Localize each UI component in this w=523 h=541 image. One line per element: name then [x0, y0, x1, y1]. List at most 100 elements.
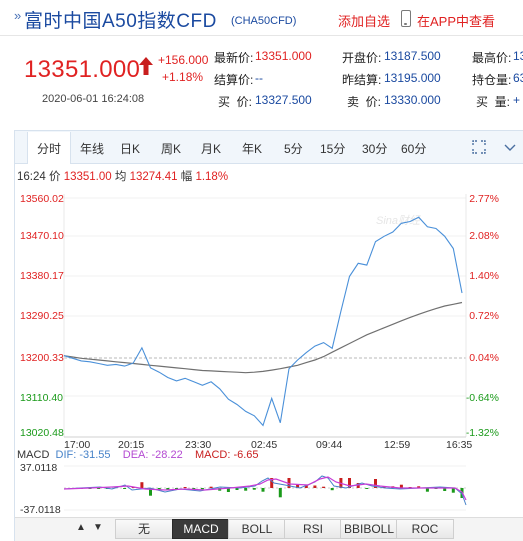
field-value-high: 13 [513, 49, 523, 63]
indicator-none-button[interactable]: 无 [115, 519, 173, 539]
price-change-percent: +1.18% [162, 70, 204, 84]
macd-bar [304, 485, 308, 488]
y-tick-left: 13560.02 [20, 193, 64, 205]
indicator-bbiboll-button[interactable]: BBIBOLL [340, 519, 398, 539]
macd-bar [235, 488, 239, 490]
field-value-prev-settle: 13195.000 [384, 71, 441, 85]
y-tick-left: 13110.40 [20, 392, 64, 404]
macd-bar [149, 488, 152, 496]
info-time: 16:24 [17, 171, 46, 183]
y-tick-left: 13380.17 [20, 270, 64, 282]
macd-bar [200, 488, 204, 490]
field-value-settle: -- [255, 71, 263, 85]
current-price: 13351.000 [24, 56, 141, 83]
field-label-open: 开盘价: [342, 51, 382, 65]
indicator-boll-button[interactable]: BOLL [228, 519, 286, 539]
y-tick-right: -0.64% [465, 392, 499, 404]
y-tick-right: 2.77% [469, 193, 499, 205]
field-label-settle: 结算价: [214, 73, 254, 87]
macd-bar [278, 488, 282, 498]
macd-value: MACD: -6.65 [194, 449, 259, 461]
scroll-up-icon[interactable]: ▲ [76, 522, 86, 533]
macd-bar [209, 486, 213, 488]
period-tab-bar [15, 131, 523, 164]
macd-dif-value: DIF: -31.55 [55, 449, 111, 461]
field-label-open-interest: 持仓量: [472, 73, 512, 87]
macd-bar [443, 488, 447, 491]
y-tick-left: 13020.48 [20, 427, 64, 439]
macd-bar [192, 488, 196, 490]
macd-bar [140, 482, 144, 488]
macd-bar [175, 488, 178, 490]
x-tick: 09:44 [316, 439, 343, 451]
field-value-open-interest: 63 [513, 71, 523, 85]
macd-bar [270, 478, 274, 488]
info-avg: 13274.41 [129, 171, 178, 183]
info-avg-label: 均 [114, 171, 127, 183]
collapse-icon[interactable] [504, 141, 516, 153]
info-price-label: 价 [48, 171, 61, 183]
x-tick: 12:59 [384, 439, 411, 451]
fullscreen-icon[interactable] [472, 140, 486, 154]
macd-bar [252, 488, 256, 490]
info-price: 13351.00 [63, 171, 112, 183]
tab-weekly-k[interactable]: 周K [161, 142, 182, 156]
y-tick-right: 0.04% [469, 352, 499, 364]
field-label-high: 最高价: [472, 51, 512, 65]
tab-5min[interactable]: 5分 [284, 142, 303, 156]
macd-bar [348, 478, 351, 488]
macd-bar [123, 488, 127, 489]
field-value-bid-volume: + [513, 93, 521, 107]
macd-bar [261, 488, 265, 492]
add-watchlist-button[interactable]: 添加自选 [338, 14, 391, 29]
macd-min-tick: -37.0118 [20, 504, 61, 516]
indicator-macd-button[interactable]: MACD [172, 519, 230, 539]
macd-bar [365, 488, 369, 489]
y-tick-right: 2.08% [469, 230, 499, 242]
tab-60min[interactable]: 60分 [401, 142, 427, 156]
macd-bar [417, 486, 421, 488]
phone-icon [401, 10, 411, 27]
macd-bar [425, 488, 429, 492]
field-label-bid: 买 价: [218, 95, 253, 109]
field-value-ask: 13330.000 [384, 93, 441, 107]
info-pct-label: 幅 [180, 171, 193, 183]
tab-yearly-k[interactable]: 年K [242, 142, 263, 156]
info-pct: 1.18% [195, 171, 229, 183]
field-value-open: 13187.500 [384, 49, 441, 63]
field-value-latest: 13351.000 [255, 49, 312, 63]
macd-dea-value: DEA: -28.22 [122, 449, 183, 461]
macd-bar [157, 488, 161, 490]
macd-bar [296, 484, 300, 488]
tab-30min[interactable]: 30分 [362, 142, 388, 156]
open-in-app-button[interactable]: 在APP中查看 [417, 14, 496, 29]
tab-intraday[interactable]: 分时 [37, 142, 62, 156]
macd-max-tick: 37.0118 [20, 462, 58, 474]
active-tab-highlight [27, 132, 71, 164]
page-title: 富时中国A50指数CFD [24, 11, 217, 32]
arrow-up-icon [139, 57, 153, 75]
indicator-roc-button[interactable]: ROC [396, 519, 454, 539]
field-label-bid-volume: 买 量: [476, 95, 511, 109]
y-tick-left: 13470.10 [20, 230, 64, 242]
x-tick: 20:15 [118, 439, 145, 451]
tab-15min[interactable]: 15分 [320, 142, 346, 156]
x-tick: 02:45 [251, 439, 278, 451]
title-bar [0, 0, 523, 36]
field-value-bid: 13327.500 [255, 93, 312, 107]
macd-bar [399, 484, 403, 488]
tab-monthly-k[interactable]: 月K [201, 142, 222, 156]
indicator-rsi-button[interactable]: RSI [284, 519, 342, 539]
tab-year-line[interactable]: 年线 [80, 142, 105, 156]
scroll-down-icon[interactable]: ▼ [93, 522, 103, 533]
macd-bar [244, 488, 248, 491]
macd-bar [451, 488, 455, 493]
field-label-prev-settle: 昨结算: [342, 73, 382, 87]
macd-bar [322, 486, 326, 488]
x-tick: 23:30 [185, 439, 212, 451]
macd-bar [183, 487, 187, 488]
dif-line [63, 475, 467, 506]
crosshair-info: 16:24 价 13351.00 均 13274.41 幅 1.18% [17, 168, 228, 184]
tab-daily-k[interactable]: 日K [120, 142, 141, 156]
